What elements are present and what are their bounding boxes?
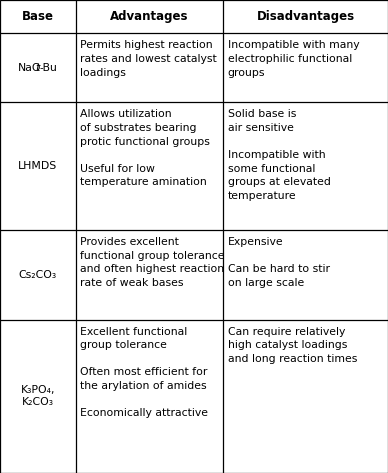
Text: K₃PO₄,
K₂CO₃: K₃PO₄, K₂CO₃ bbox=[21, 385, 55, 407]
Text: Permits highest reaction
rates and lowest catalyst
loadings: Permits highest reaction rates and lowes… bbox=[80, 40, 217, 78]
Text: Allows utilization
of substrates bearing
protic functional groups

Useful for lo: Allows utilization of substrates bearing… bbox=[80, 109, 210, 187]
Text: Expensive

Can be hard to stir
on large scale: Expensive Can be hard to stir on large s… bbox=[228, 237, 330, 288]
Text: Cs₂CO₃: Cs₂CO₃ bbox=[19, 270, 57, 280]
Text: NaO: NaO bbox=[18, 63, 42, 73]
Text: Excellent functional
group tolerance

Often most efficient for
the arylation of : Excellent functional group tolerance Oft… bbox=[80, 327, 208, 418]
Text: -Bu: -Bu bbox=[40, 63, 58, 73]
Text: Advantages: Advantages bbox=[110, 10, 189, 23]
Text: Provides excellent
functional group tolerance
and often highest reaction
rate of: Provides excellent functional group tole… bbox=[80, 237, 225, 288]
Text: t: t bbox=[36, 63, 40, 73]
Text: Incompatible with many
electrophilic functional
groups: Incompatible with many electrophilic fun… bbox=[228, 40, 359, 78]
Text: Can require relatively
high catalyst loadings
and long reaction times: Can require relatively high catalyst loa… bbox=[228, 327, 357, 364]
Text: Disadvantages: Disadvantages bbox=[256, 10, 355, 23]
Text: Solid base is
air sensitive

Incompatible with
some functional
groups at elevate: Solid base is air sensitive Incompatible… bbox=[228, 109, 331, 201]
Text: Base: Base bbox=[22, 10, 54, 23]
Text: LHMDS: LHMDS bbox=[18, 161, 57, 171]
